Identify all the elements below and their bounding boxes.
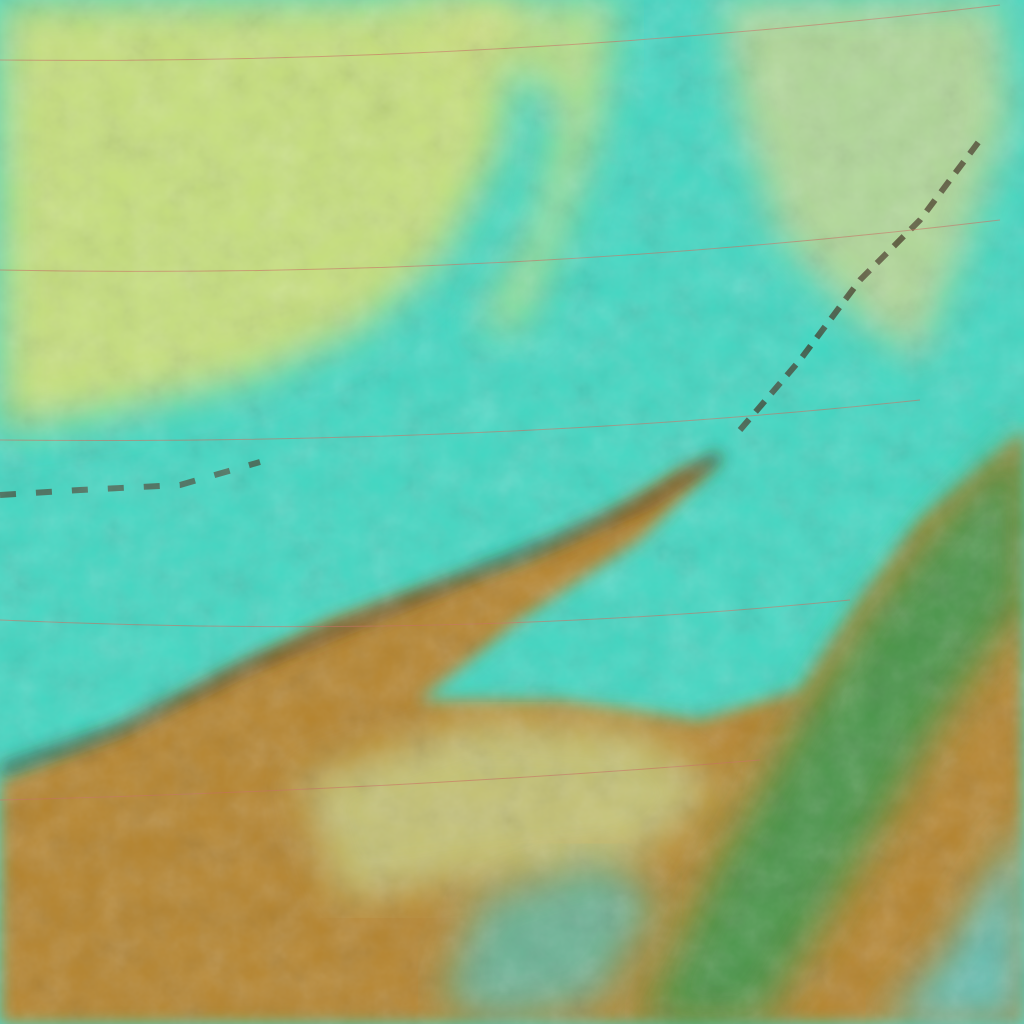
- texture-overlay: [0, 0, 1024, 1024]
- satellite-image: [0, 0, 1024, 1024]
- satellite-scene: [0, 0, 1024, 1024]
